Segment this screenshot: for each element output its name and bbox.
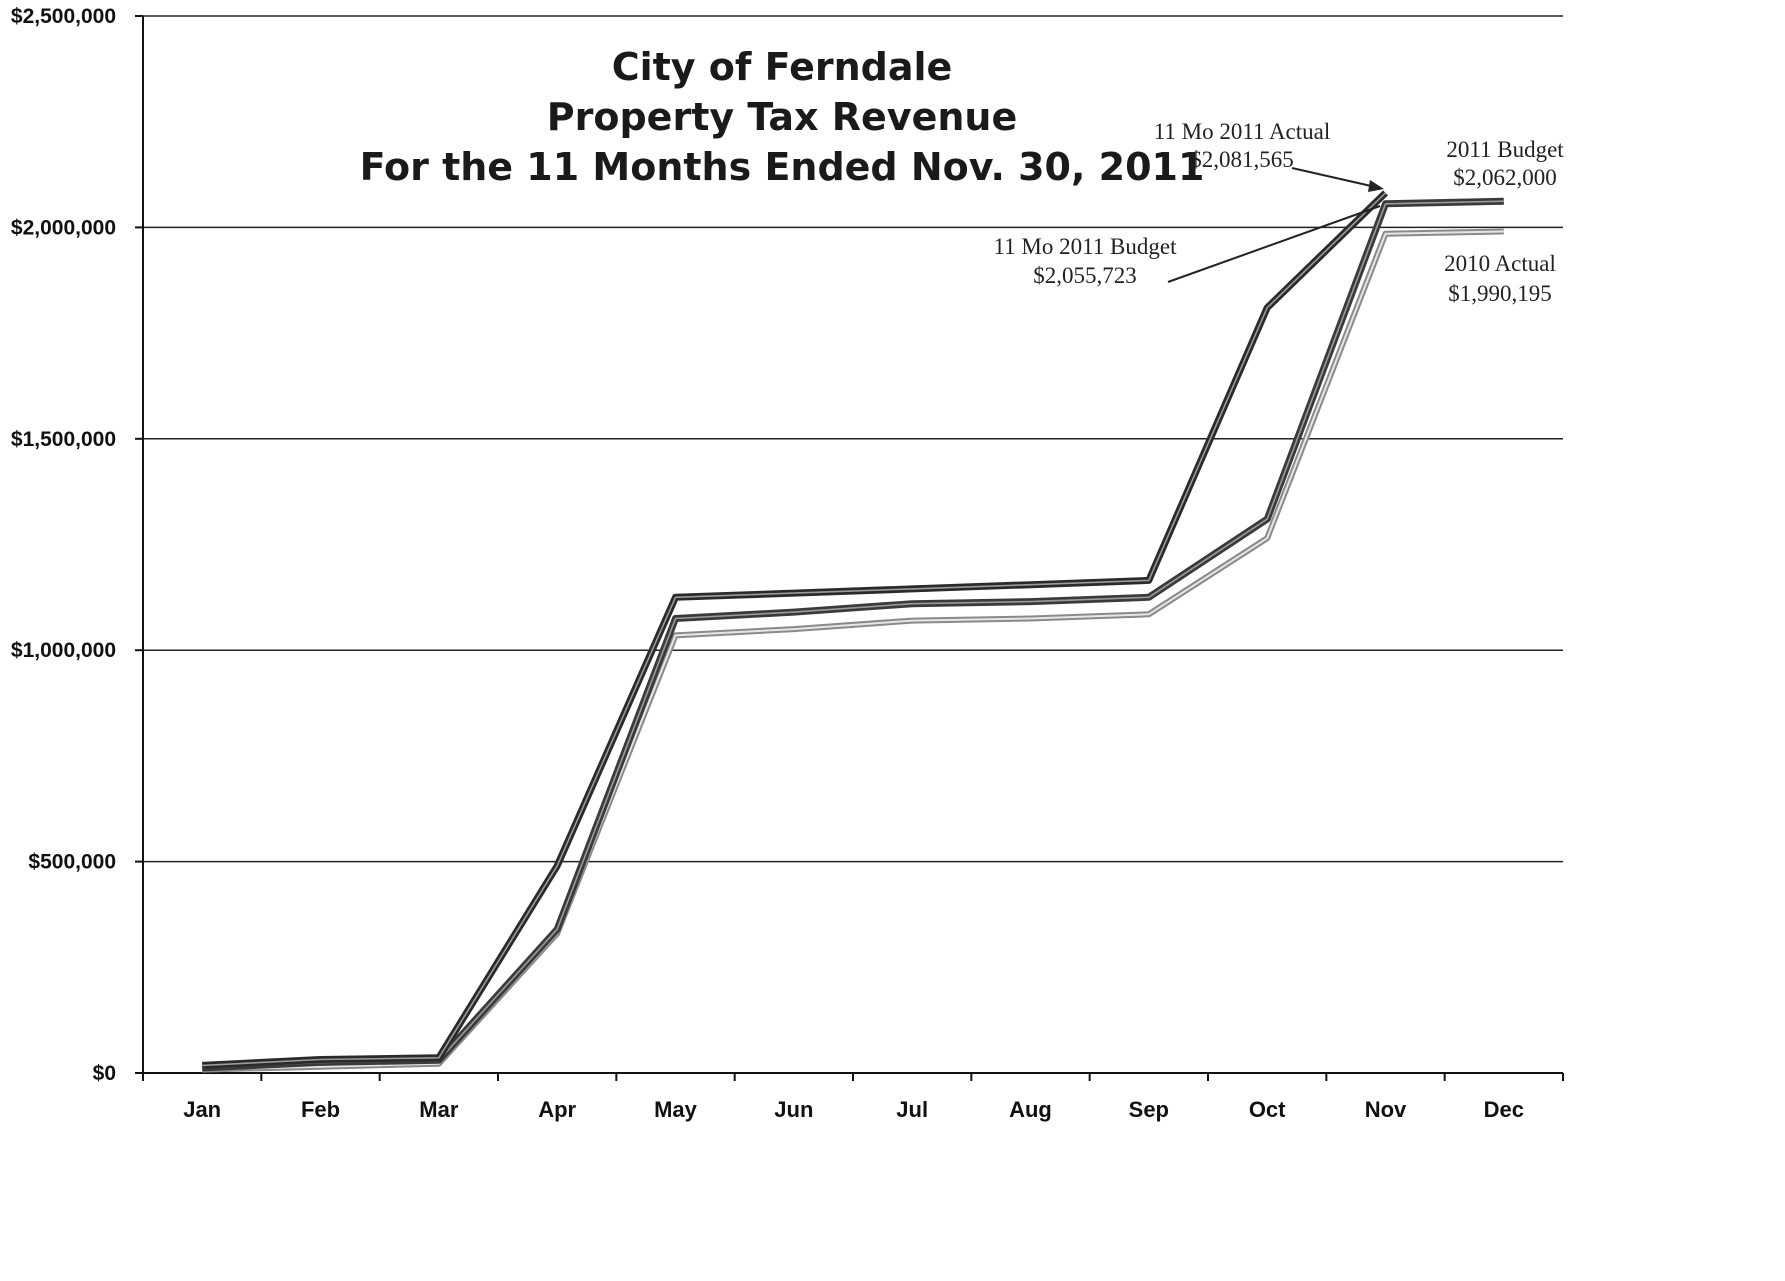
x-tick-label-nov: Nov <box>1365 1097 1407 1122</box>
y-tick-label: $2,500,000 <box>11 5 116 28</box>
title-line-3: For the 11 Months Ended Nov. 30, 2011 <box>360 145 1205 189</box>
annotation-actual-2011-value: $2,081,565 <box>1190 147 1294 172</box>
x-tick-label-oct: Oct <box>1249 1097 1286 1122</box>
title-line-2: Property Tax Revenue <box>547 95 1017 139</box>
annotation-budget-11mo-label: 11 Mo 2011 Budget <box>994 234 1178 259</box>
y-tick-label: $2,000,000 <box>11 216 116 239</box>
annotation-actual-2011-arrowhead <box>1368 180 1384 192</box>
annotation-actual-2011-label: 11 Mo 2011 Actual <box>1154 119 1331 144</box>
annotation-budget-11mo-pointer <box>1167 205 1381 283</box>
x-tick-label-jan: Jan <box>183 1097 221 1122</box>
x-tick-labels: Jan Feb Mar Apr May Jun Jul Aug Sep Oct Nov Dec <box>142 1073 1564 1122</box>
series-actual_2010 <box>202 228 1504 1073</box>
x-tick-label-sep: Sep <box>1129 1097 1169 1122</box>
chart-title: City of Ferndale Property Tax Revenue Fo… <box>360 45 1205 189</box>
series-line-inner <box>202 230 1504 1071</box>
x-tick-label-jul: Jul <box>896 1097 928 1122</box>
x-tick-label-may: May <box>654 1097 698 1122</box>
gridlines <box>135 15 1563 1074</box>
x-tick-label-apr: Apr <box>538 1097 576 1122</box>
title-line-1: City of Ferndale <box>612 45 953 89</box>
annotation-budget-2011-value: $2,062,000 <box>1453 165 1557 190</box>
annotation-actual-2010-value: $1,990,195 <box>1448 281 1552 306</box>
x-tick-label-mar: Mar <box>419 1097 459 1122</box>
y-tick-label: $500,000 <box>28 851 116 874</box>
y-tick-label: $1,000,000 <box>11 639 116 662</box>
series-lines <box>202 190 1504 1073</box>
y-tick-label: $1,500,000 <box>11 428 116 451</box>
series-line-outer <box>202 197 1504 1072</box>
x-tick-label-jun: Jun <box>774 1097 813 1122</box>
y-tick-label: $0 <box>93 1062 116 1085</box>
series-line-inner <box>202 200 1504 1069</box>
x-tick-label-feb: Feb <box>301 1097 340 1122</box>
annotation-actual-2011-arrow <box>1291 167 1381 189</box>
series-actual_2011 <box>202 190 1388 1069</box>
series-budget_2011 <box>202 197 1504 1072</box>
x-tick-label-dec: Dec <box>1484 1097 1524 1122</box>
annotation-budget-11mo-value: $2,055,723 <box>1033 263 1137 288</box>
x-tick-label-aug: Aug <box>1009 1097 1052 1122</box>
y-tick-labels: $0 $500,000 $1,000,000 $1,500,000 $2,000,000… <box>11 5 116 1085</box>
annotation-budget-2011-label: 2011 Budget <box>1446 137 1564 162</box>
annotation-actual-2010-label: 2010 Actual <box>1444 251 1556 276</box>
annotations: 11 Mo 2011 Actual $2,081,565 2011 Budget… <box>994 119 1565 306</box>
